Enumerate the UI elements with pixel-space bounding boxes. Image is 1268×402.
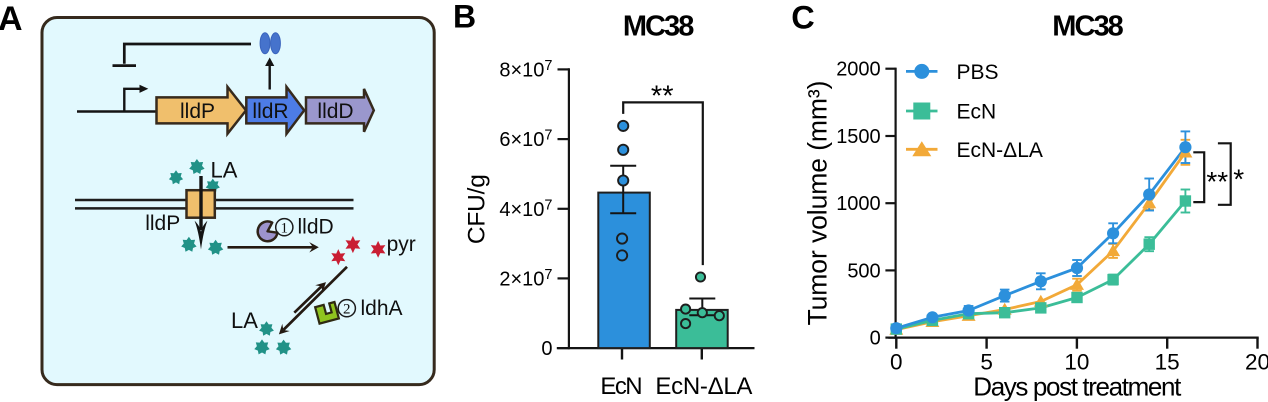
svg-text:Days post treatment: Days post treatment [973, 372, 1182, 402]
svg-text:500: 500 [847, 260, 880, 282]
svg-text:0: 0 [870, 328, 881, 350]
svg-text:2×107: 2×107 [499, 267, 552, 291]
svg-text:Tumor volume (mm³): Tumor volume (mm³) [802, 81, 832, 326]
svg-text:lldD: lldD [317, 100, 353, 123]
svg-text:EcN: EcN [600, 373, 642, 400]
svg-text:5: 5 [980, 349, 993, 374]
svg-text:1000: 1000 [836, 193, 881, 215]
svg-text:6×107: 6×107 [499, 128, 552, 152]
svg-text:lldP: lldP [145, 212, 180, 235]
svg-text:EcN: EcN [957, 101, 997, 124]
svg-text:lldR: lldR [252, 100, 288, 123]
svg-text:10: 10 [1064, 349, 1089, 374]
svg-text:pyr: pyr [387, 233, 416, 256]
svg-text:ldhA: ldhA [361, 297, 403, 320]
svg-text:lldP: lldP [180, 100, 215, 123]
svg-text:LA: LA [211, 157, 238, 182]
svg-text:8×107: 8×107 [499, 58, 552, 82]
svg-text:MC38: MC38 [1052, 10, 1124, 42]
svg-text:1500: 1500 [836, 126, 881, 148]
svg-text:**: ** [1206, 166, 1228, 197]
svg-text:4×107: 4×107 [499, 197, 552, 221]
svg-text:15: 15 [1155, 349, 1180, 374]
svg-text:B: B [453, 0, 476, 35]
svg-text:PBS: PBS [957, 61, 999, 84]
svg-text:1: 1 [281, 220, 289, 236]
svg-text:EcN-ΔLA: EcN-ΔLA [655, 373, 752, 400]
svg-text:C: C [791, 0, 814, 36]
svg-text:LA: LA [231, 308, 258, 333]
svg-text:2000: 2000 [836, 59, 881, 81]
svg-text:0: 0 [541, 338, 552, 360]
svg-text:CFU/g: CFU/g [464, 174, 491, 244]
svg-text:**: ** [651, 81, 674, 113]
svg-text:2: 2 [343, 301, 351, 317]
svg-text:0: 0 [890, 349, 903, 374]
svg-text:*: * [1233, 163, 1244, 194]
svg-text:MC38: MC38 [623, 10, 695, 42]
svg-text:20: 20 [1245, 349, 1268, 374]
svg-text:A: A [0, 0, 23, 38]
svg-text:EcN-ΔLA: EcN-ΔLA [957, 139, 1043, 162]
svg-text:lldD: lldD [298, 215, 334, 238]
